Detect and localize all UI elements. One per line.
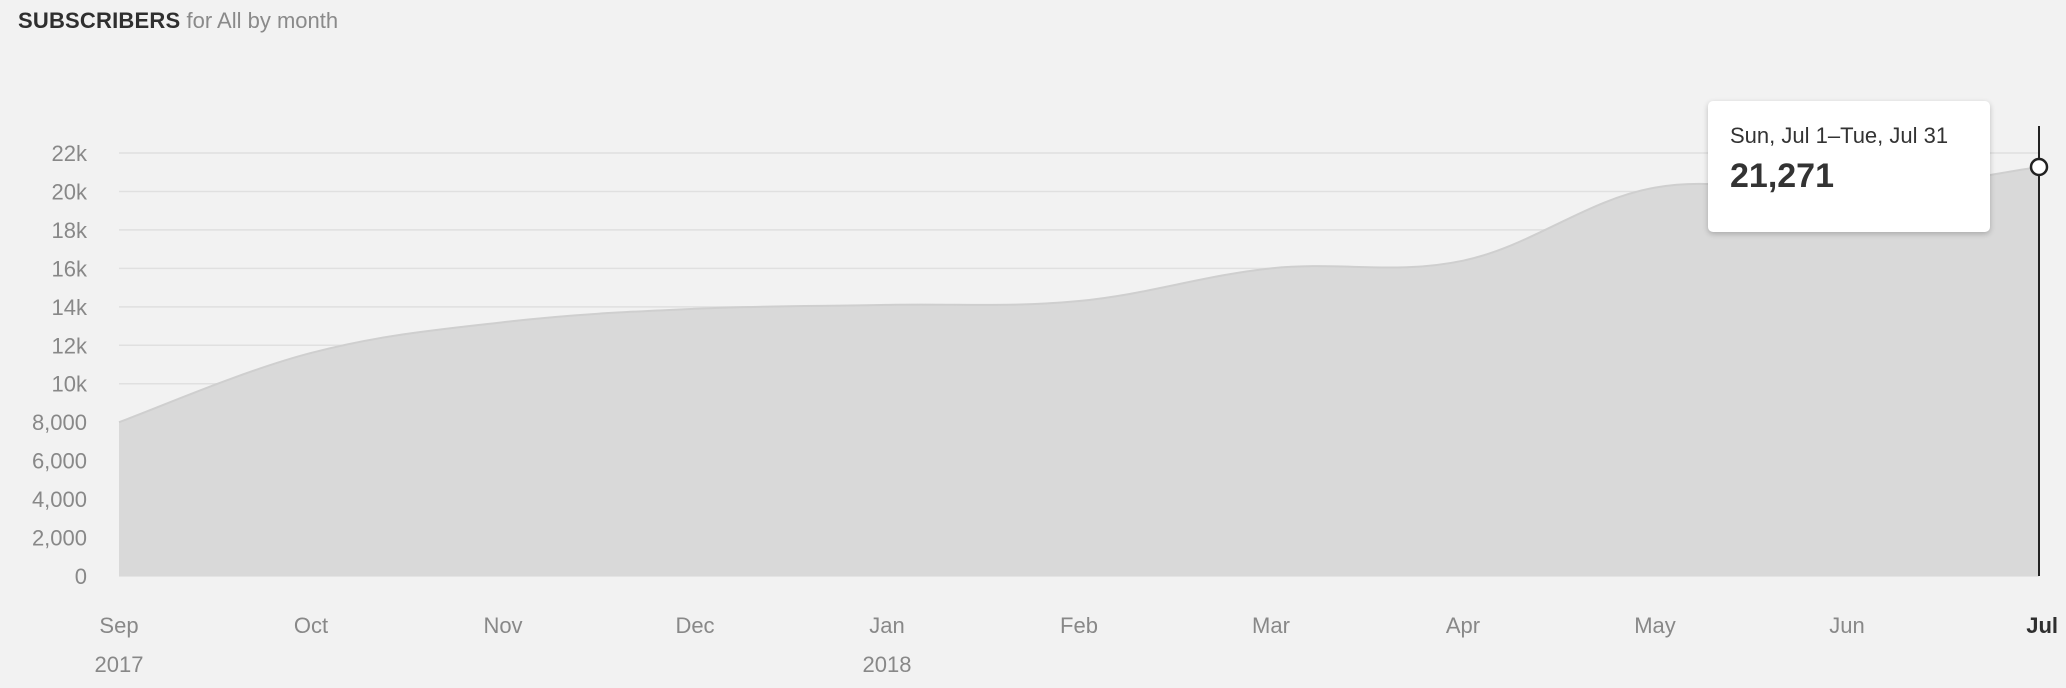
series-area	[119, 167, 2039, 577]
chart-header: SUBSCRIBERS for All by month	[18, 6, 338, 36]
y-tick-label: 16k	[52, 256, 88, 281]
y-tick-label: 14k	[52, 295, 88, 320]
tooltip-date-range: Sun, Jul 1–Tue, Jul 31	[1730, 123, 1949, 148]
x-tick-label: Nov	[483, 613, 522, 638]
y-tick-label: 6,000	[32, 449, 87, 474]
x-tick-label: May	[1634, 613, 1676, 638]
y-tick-label: 4,000	[32, 487, 87, 512]
y-tick-label: 8,000	[32, 410, 87, 435]
y-tick-label: 12k	[52, 333, 88, 358]
x-tick-label: Feb	[1060, 613, 1098, 638]
x-tick-label: Oct	[294, 613, 328, 638]
x-tick-label: Apr	[1446, 613, 1480, 638]
tooltip-value: 21,271	[1730, 157, 1834, 195]
value-tooltip: Sun, Jul 1–Tue, Jul 31 21,271	[1708, 101, 1990, 232]
chart-title: SUBSCRIBERS	[18, 8, 181, 33]
y-tick-label: 22k	[52, 141, 88, 166]
y-tick-label: 20k	[52, 179, 88, 204]
x-year-label: 2018	[863, 652, 912, 677]
x-axis: Sep Oct Nov Dec Jan Feb Mar Apr May Jun Jul 2017 201…	[95, 613, 2058, 677]
y-tick-label: 2,000	[32, 526, 87, 551]
highlight-point[interactable]	[2029, 157, 2049, 177]
x-tick-label: Jul	[2026, 613, 2058, 638]
y-axis: 0 2,000 4,000 6,000 8,000 10k 12k 14k 16k 18k 20k 2…	[32, 141, 88, 589]
x-tick-label: Jun	[1829, 613, 1864, 638]
hover-cursor	[2029, 126, 2049, 576]
y-tick-label: 18k	[52, 218, 88, 243]
x-tick-label: Mar	[1252, 613, 1290, 638]
x-tick-label: Sep	[99, 613, 138, 638]
x-year-label: 2017	[95, 652, 144, 677]
x-tick-label: Jan	[869, 613, 904, 638]
y-tick-label: 0	[75, 564, 87, 589]
chart-subtitle: for All by month	[186, 8, 339, 33]
x-tick-label: Dec	[675, 613, 714, 638]
y-tick-label: 10k	[52, 372, 88, 397]
